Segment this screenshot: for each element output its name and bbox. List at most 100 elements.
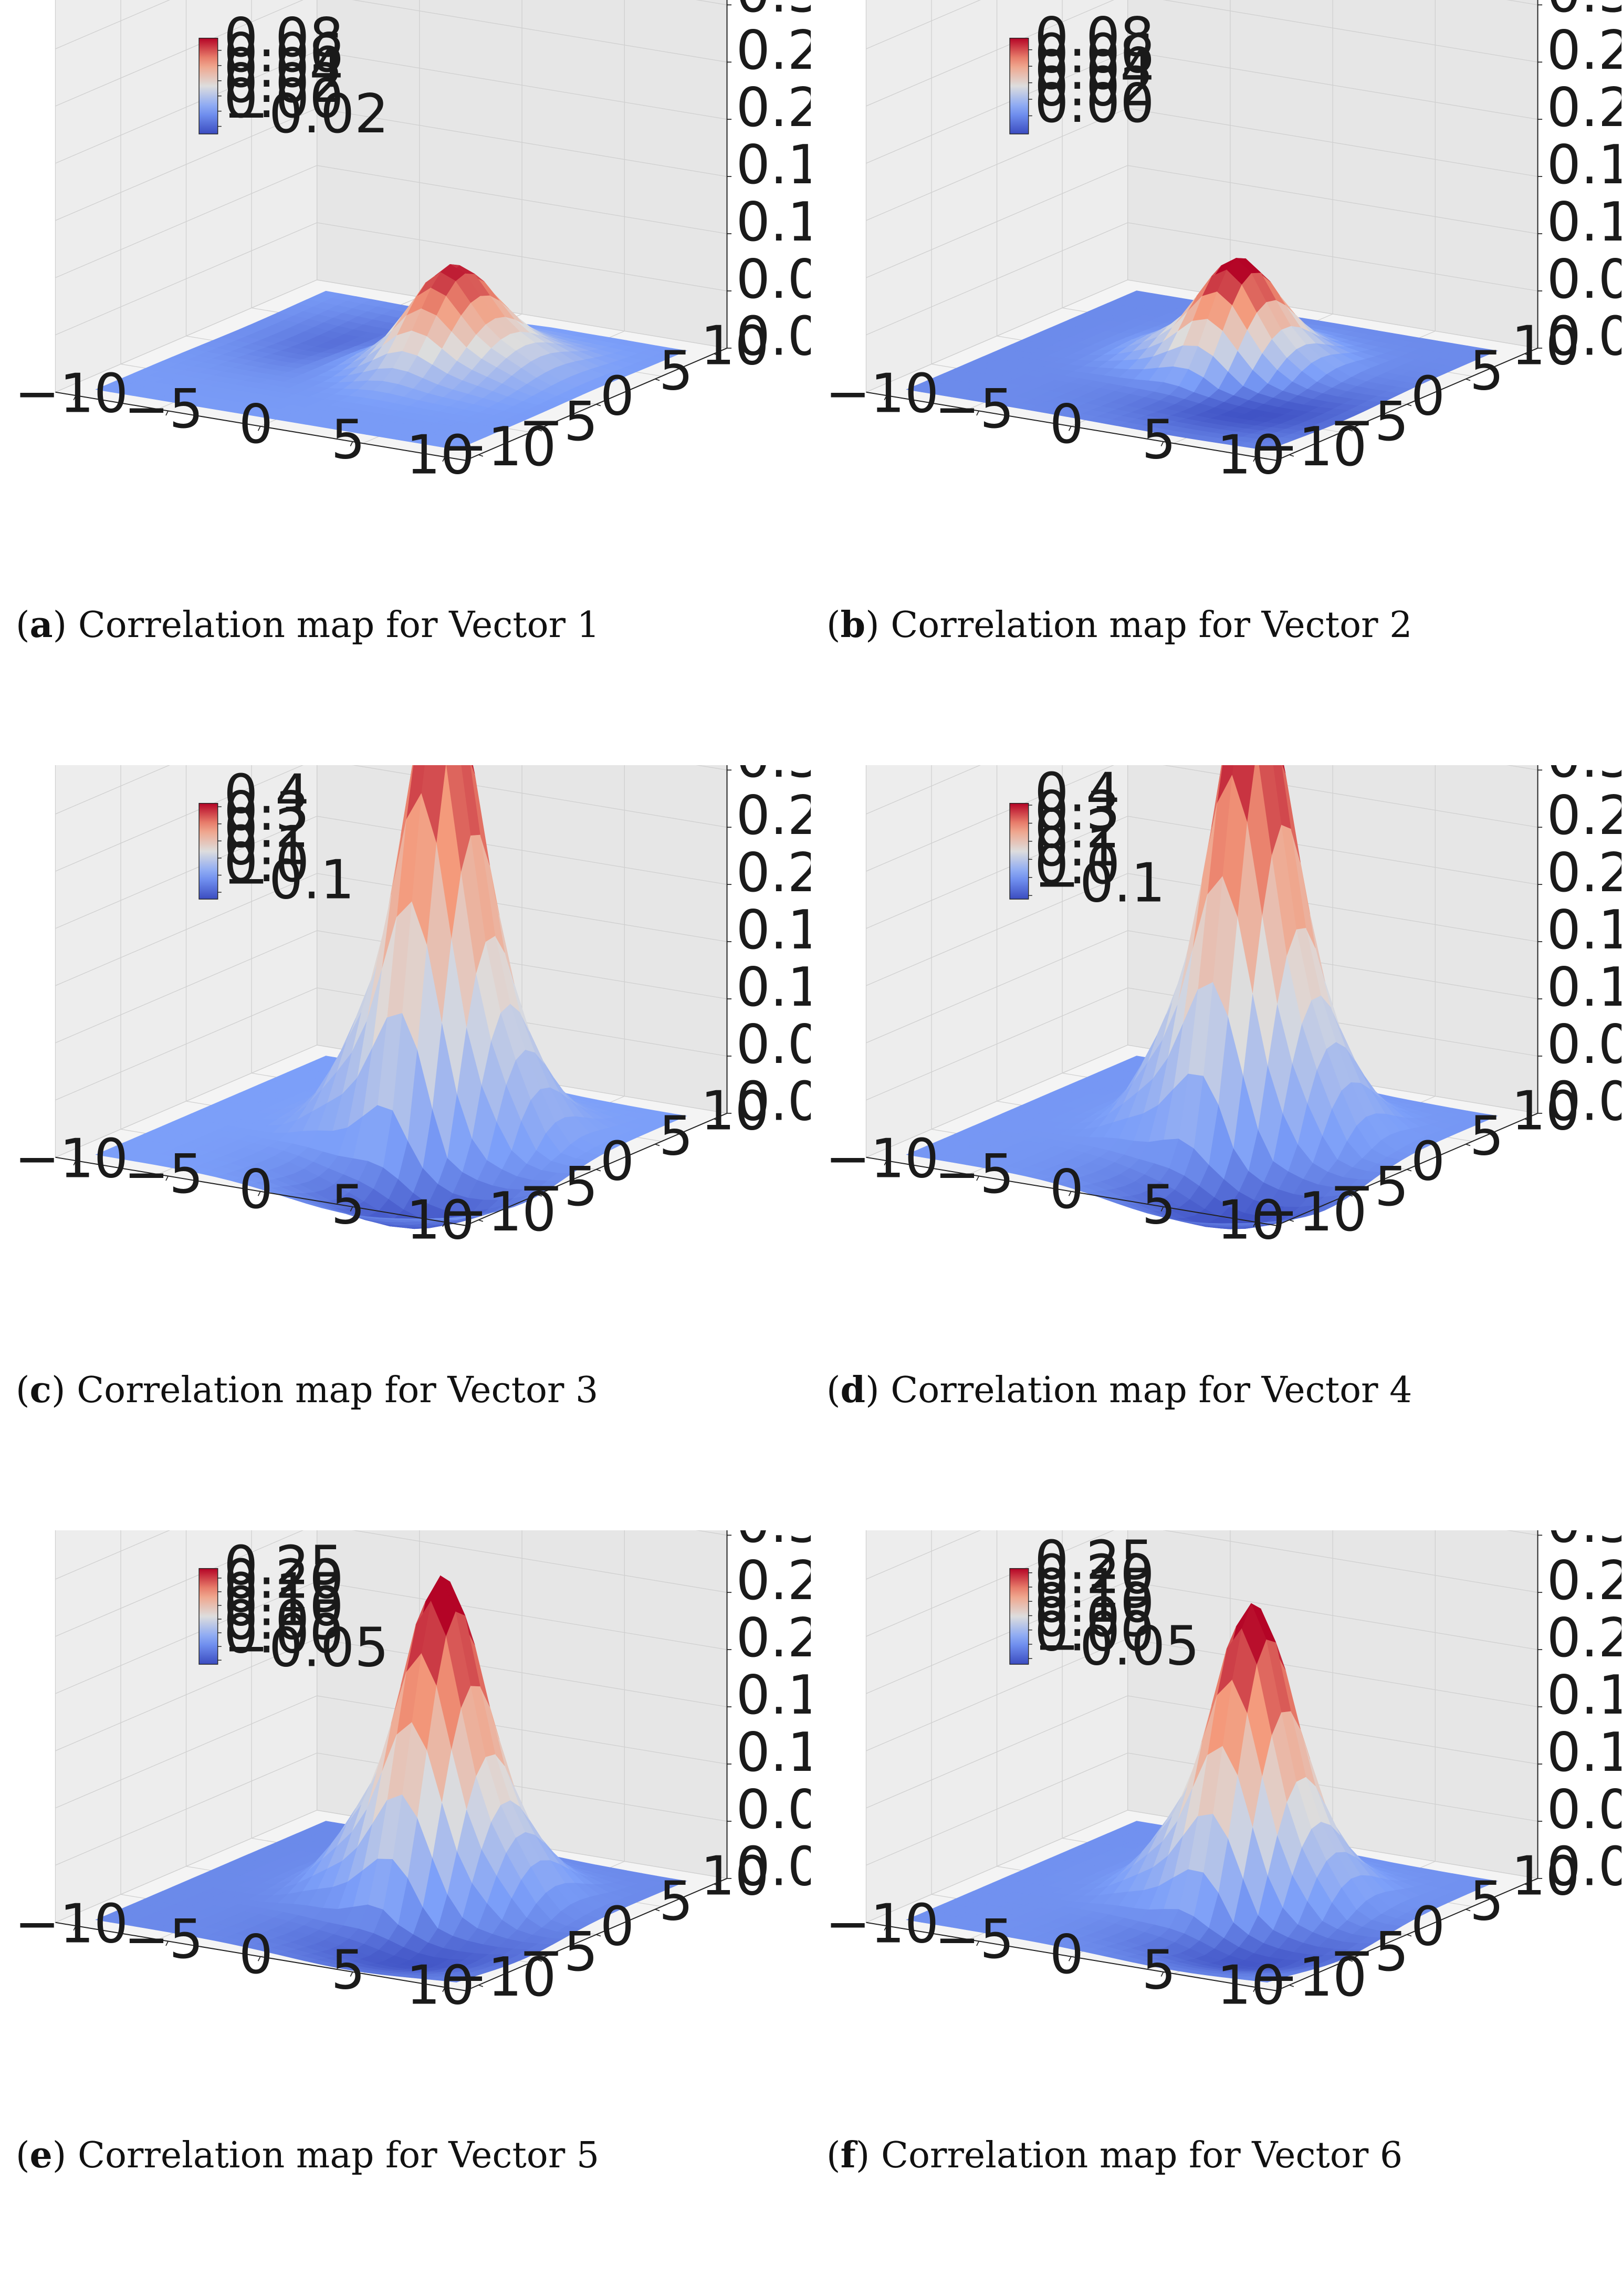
z-tick-label: 0.17 <box>736 134 811 196</box>
z-tick-label: 0.06 <box>736 248 811 311</box>
x-tick-mark <box>442 1987 446 1992</box>
z-tick-label: 0.17 <box>1547 899 1621 962</box>
grid-line <box>866 50 1538 164</box>
grid-line <box>55 0 727 49</box>
surface-plot-d: −10−50510−10−505100.000.060.110.170.220.… <box>825 765 1621 1252</box>
colorbar-tick-label: 0.10 <box>224 1575 343 1638</box>
x-tick-label: 10 <box>1217 1955 1285 2017</box>
panel-d: −10−50510−10−505100.000.060.110.170.220.… <box>811 765 1621 1530</box>
grid-line <box>55 930 727 1043</box>
y-tick-label: −5 <box>1330 1156 1409 1218</box>
x-tick-label: −5 <box>124 1143 203 1206</box>
z-tick-label: 0.33 <box>1547 0 1621 25</box>
colorbar: −0.10.00.10.20.30.4 <box>198 765 354 911</box>
y-tick-mark <box>714 353 719 356</box>
z-tick-label: 0.17 <box>1547 1664 1621 1727</box>
z-tick-label: 0.28 <box>1547 1550 1621 1612</box>
y-tick-mark <box>1524 353 1530 356</box>
grid-line <box>866 1045 1538 1158</box>
colorbar-tick-label: 0.0 <box>1034 834 1120 896</box>
grid-line <box>866 1530 1538 1580</box>
z-tick-label: 0.06 <box>736 1779 811 1841</box>
colorbar-tick-label: 0.08 <box>224 7 343 69</box>
z-tick-label: 0.22 <box>736 842 811 904</box>
x-tick-mark <box>442 1222 446 1227</box>
z-tick-label: 0.11 <box>736 1721 811 1784</box>
z-tick-label: 0.11 <box>736 191 811 254</box>
y-tick-mark <box>478 454 484 457</box>
z-tick-label: 0.33 <box>1547 765 1621 790</box>
grid-line <box>866 1752 1538 1866</box>
caption-b: (b) Correlation map for Vector 2 <box>826 604 1412 646</box>
y-tick-label: 5 <box>1470 1871 1504 1933</box>
x-tick-label: −5 <box>124 378 203 441</box>
y-tick-mark <box>1289 1219 1294 1222</box>
plot-area: −10−50510−10−505100.000.060.110.170.220.… <box>825 765 1621 1252</box>
x-tick-mark <box>257 426 261 431</box>
z-tick-label: 0.33 <box>736 1530 811 1555</box>
x-tick-mark <box>1253 1987 1257 1992</box>
y-tick-label: 5 <box>1470 340 1504 403</box>
y-tick-mark <box>1348 1194 1353 1197</box>
panel-f: −10−50510−10−505100.000.060.110.170.220.… <box>811 1530 1621 2295</box>
plot-area: −10−50510−10−505100.000.060.110.170.220.… <box>825 0 1621 487</box>
z-ticks: 0.000.060.110.170.220.280.330.390.440.50 <box>1537 1530 1621 1898</box>
z-tick-label: 0.06 <box>1547 248 1621 311</box>
x-tick-mark <box>884 395 887 401</box>
y-tick-label: 0 <box>600 366 634 428</box>
x-tick-mark <box>73 395 77 401</box>
x-tick-mark <box>73 1160 77 1166</box>
x-tick-mark <box>884 1925 887 1931</box>
y-ticks: −10−5 0 5 10 <box>443 1080 769 1244</box>
x-tick-label: 10 <box>1217 1189 1285 1252</box>
y-tick-mark <box>655 378 660 381</box>
x-tick-mark <box>1160 1971 1164 1977</box>
x-tick-label: −5 <box>935 1908 1014 1971</box>
colorbar-gradient <box>198 802 218 900</box>
grid-line <box>55 1810 727 1923</box>
surface-plot-e: −10−50510−10−505100.000.060.110.170.220.… <box>15 1530 811 2017</box>
y-tick-mark <box>1289 1985 1294 1987</box>
y-tick-mark <box>1407 403 1412 406</box>
grid-line <box>866 987 1538 1101</box>
colorbar-tick-label: 0.2 <box>1034 798 1120 860</box>
grid-line <box>866 1530 1538 1637</box>
y-tick-mark <box>537 1194 542 1197</box>
colorbar-tick-label: 0.05 <box>1034 1587 1154 1649</box>
z-tick-label: 0.00 <box>1547 1836 1621 1898</box>
colorbar-tick-label: 0.20 <box>224 1548 343 1611</box>
z-tick-label: 0.17 <box>736 1664 811 1727</box>
x-tick-label: 0 <box>239 393 273 456</box>
y-tick-label: −10 <box>443 1946 557 2009</box>
grid-line <box>866 765 1538 815</box>
caption-letter: c <box>29 1369 51 1411</box>
x-tick-label: 10 <box>406 424 475 487</box>
y-tick-label: −10 <box>443 1181 557 1244</box>
grid-line <box>55 1530 727 1637</box>
y-tick-label: −5 <box>1330 391 1409 453</box>
y-tick-mark <box>1466 1908 1471 1912</box>
surface-facet <box>95 1150 121 1157</box>
x-tick-mark <box>165 1941 169 1946</box>
x-tick-label: 5 <box>1142 1939 1176 2001</box>
panel-c: −10−50510−10−505100.000.060.110.170.220.… <box>0 765 811 1530</box>
x-tick-mark <box>976 1176 979 1181</box>
x-tick-mark <box>976 1941 979 1946</box>
grid-line <box>55 279 727 393</box>
grid-line <box>866 1581 1538 1694</box>
caption-text: Correlation map for Vector 4 <box>891 1370 1412 1411</box>
grid-line <box>866 279 1538 393</box>
x-tick-label: 5 <box>331 409 365 471</box>
y-tick-label: 0 <box>1411 1131 1445 1193</box>
x-tick-mark <box>257 1956 261 1961</box>
y-tick-label: 10 <box>700 315 769 378</box>
x-tick-mark <box>165 411 169 416</box>
colorbar-tick-label: 0.02 <box>224 53 343 115</box>
grid-line <box>55 108 727 221</box>
grid-line <box>866 930 1538 1043</box>
surface-facet <box>472 765 475 774</box>
y-ticks: −10−5 0 5 10 <box>1253 315 1580 478</box>
y-tick-mark <box>1466 378 1471 381</box>
surface-facet <box>906 1150 932 1157</box>
y-tick-label: −10 <box>1253 416 1367 478</box>
